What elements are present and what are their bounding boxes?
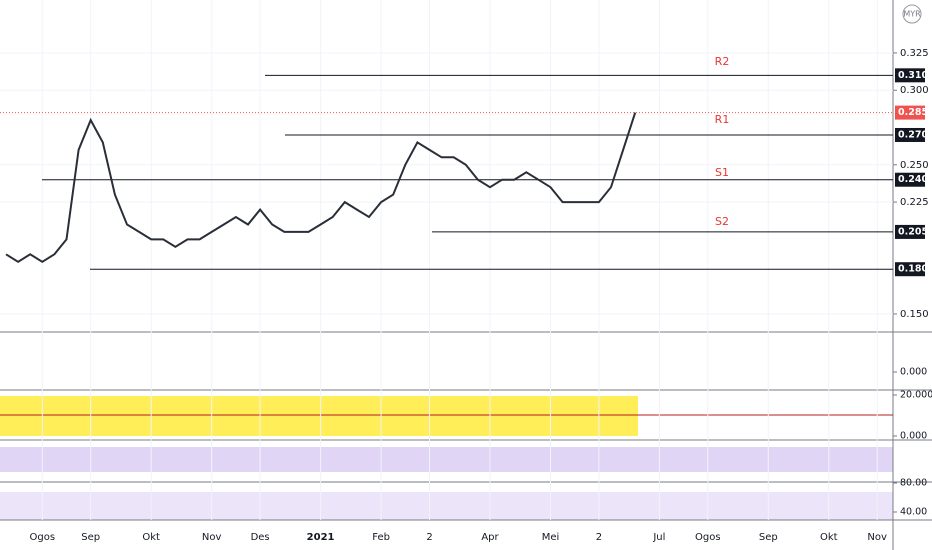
x-tick-label: Jul	[652, 532, 665, 543]
x-tick-label: Nov	[202, 532, 222, 543]
currency-label: MYR	[903, 10, 921, 19]
x-tick-label: Feb	[372, 532, 390, 543]
x-tick-label: Okt	[142, 532, 160, 543]
level-value: 0.205	[898, 226, 928, 237]
level-badge	[895, 68, 925, 83]
level-value: 0.310	[898, 70, 928, 81]
level-badge	[895, 172, 925, 187]
level-name: S2	[715, 215, 729, 228]
x-tick-label: Sep	[759, 532, 778, 543]
level-badge	[895, 127, 925, 142]
indicator-tick-label: 0.000	[900, 367, 927, 378]
level-value: 0.180	[898, 264, 928, 275]
rsi-band	[0, 492, 893, 520]
x-tick-label: 2	[426, 532, 432, 543]
last-price-badge	[895, 105, 925, 120]
level-value: 0.240	[898, 174, 928, 185]
x-tick-label: 2	[596, 532, 602, 543]
currency-badge	[902, 4, 922, 24]
indicator-tick-label: 0.000	[900, 431, 927, 442]
indicator-tick-label: 80.00	[900, 478, 927, 489]
x-tick-label: 2021	[307, 532, 335, 543]
price-line	[5, 112, 637, 263]
x-tick-label: Des	[251, 532, 270, 543]
level-name: S1	[715, 166, 729, 179]
indicator-tick-label: 20.000	[900, 390, 932, 401]
y-tick-label: 0.300	[900, 85, 929, 96]
level-name: R2	[715, 55, 730, 68]
last-price-value: 0.285	[898, 107, 928, 118]
x-tick-label: Apr	[481, 532, 499, 543]
stoch-band	[0, 447, 893, 472]
x-tick-label: Nov	[867, 532, 887, 543]
y-tick-label: 0.150	[900, 309, 929, 320]
level-badge	[895, 224, 925, 239]
indicator-tick-label: 40.00	[900, 507, 927, 518]
x-tick-label: Ogos	[30, 532, 56, 543]
x-tick-label: Ogos	[695, 532, 721, 543]
y-tick-label: 0.325	[900, 48, 929, 59]
x-tick-label: Mei	[542, 532, 560, 543]
level-value: 0.270	[898, 129, 928, 140]
indicator-area	[0, 396, 638, 436]
level-badge	[895, 262, 925, 277]
y-tick-label: 0.225	[900, 197, 929, 208]
y-tick-label: 0.250	[900, 160, 929, 171]
x-tick-label: Sep	[81, 532, 100, 543]
level-name: R1	[715, 113, 730, 126]
x-tick-label: Okt	[820, 532, 838, 543]
